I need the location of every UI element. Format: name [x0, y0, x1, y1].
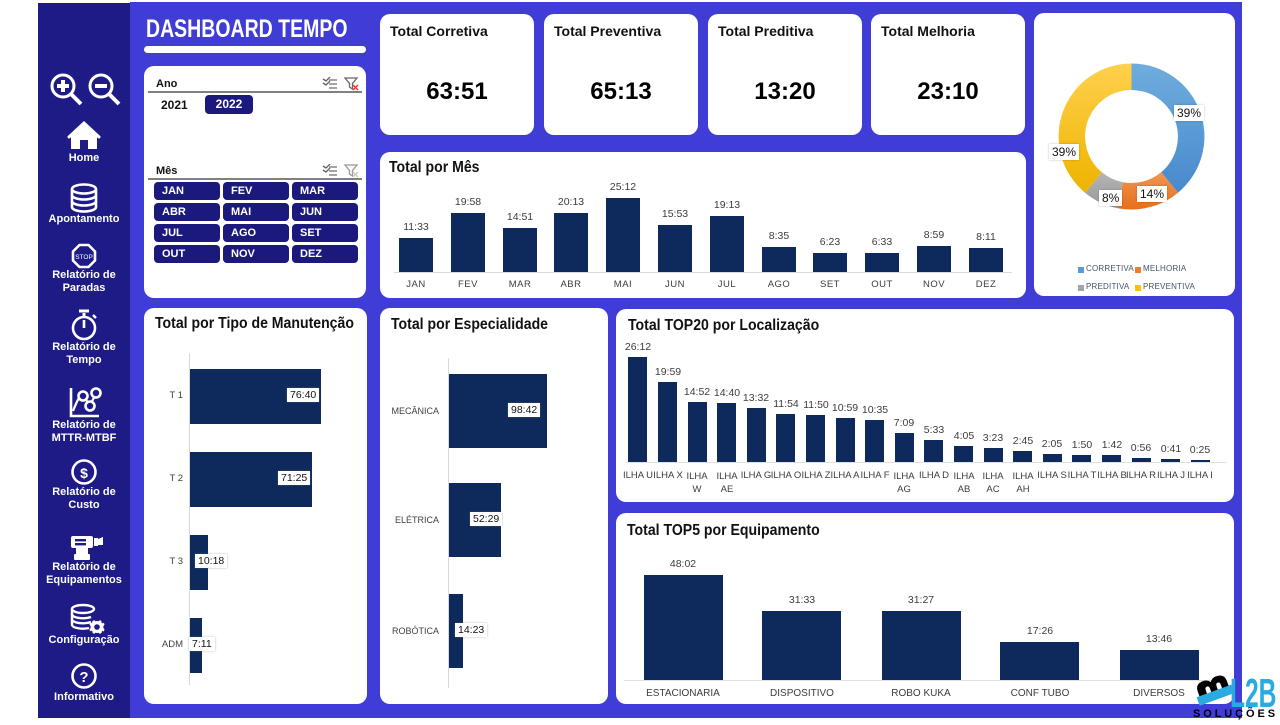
svg-text:L2B: L2B [1230, 671, 1276, 717]
svg-text:STOP: STOP [75, 254, 93, 261]
svg-text:?: ? [79, 669, 88, 686]
svg-text:$: $ [80, 465, 88, 481]
